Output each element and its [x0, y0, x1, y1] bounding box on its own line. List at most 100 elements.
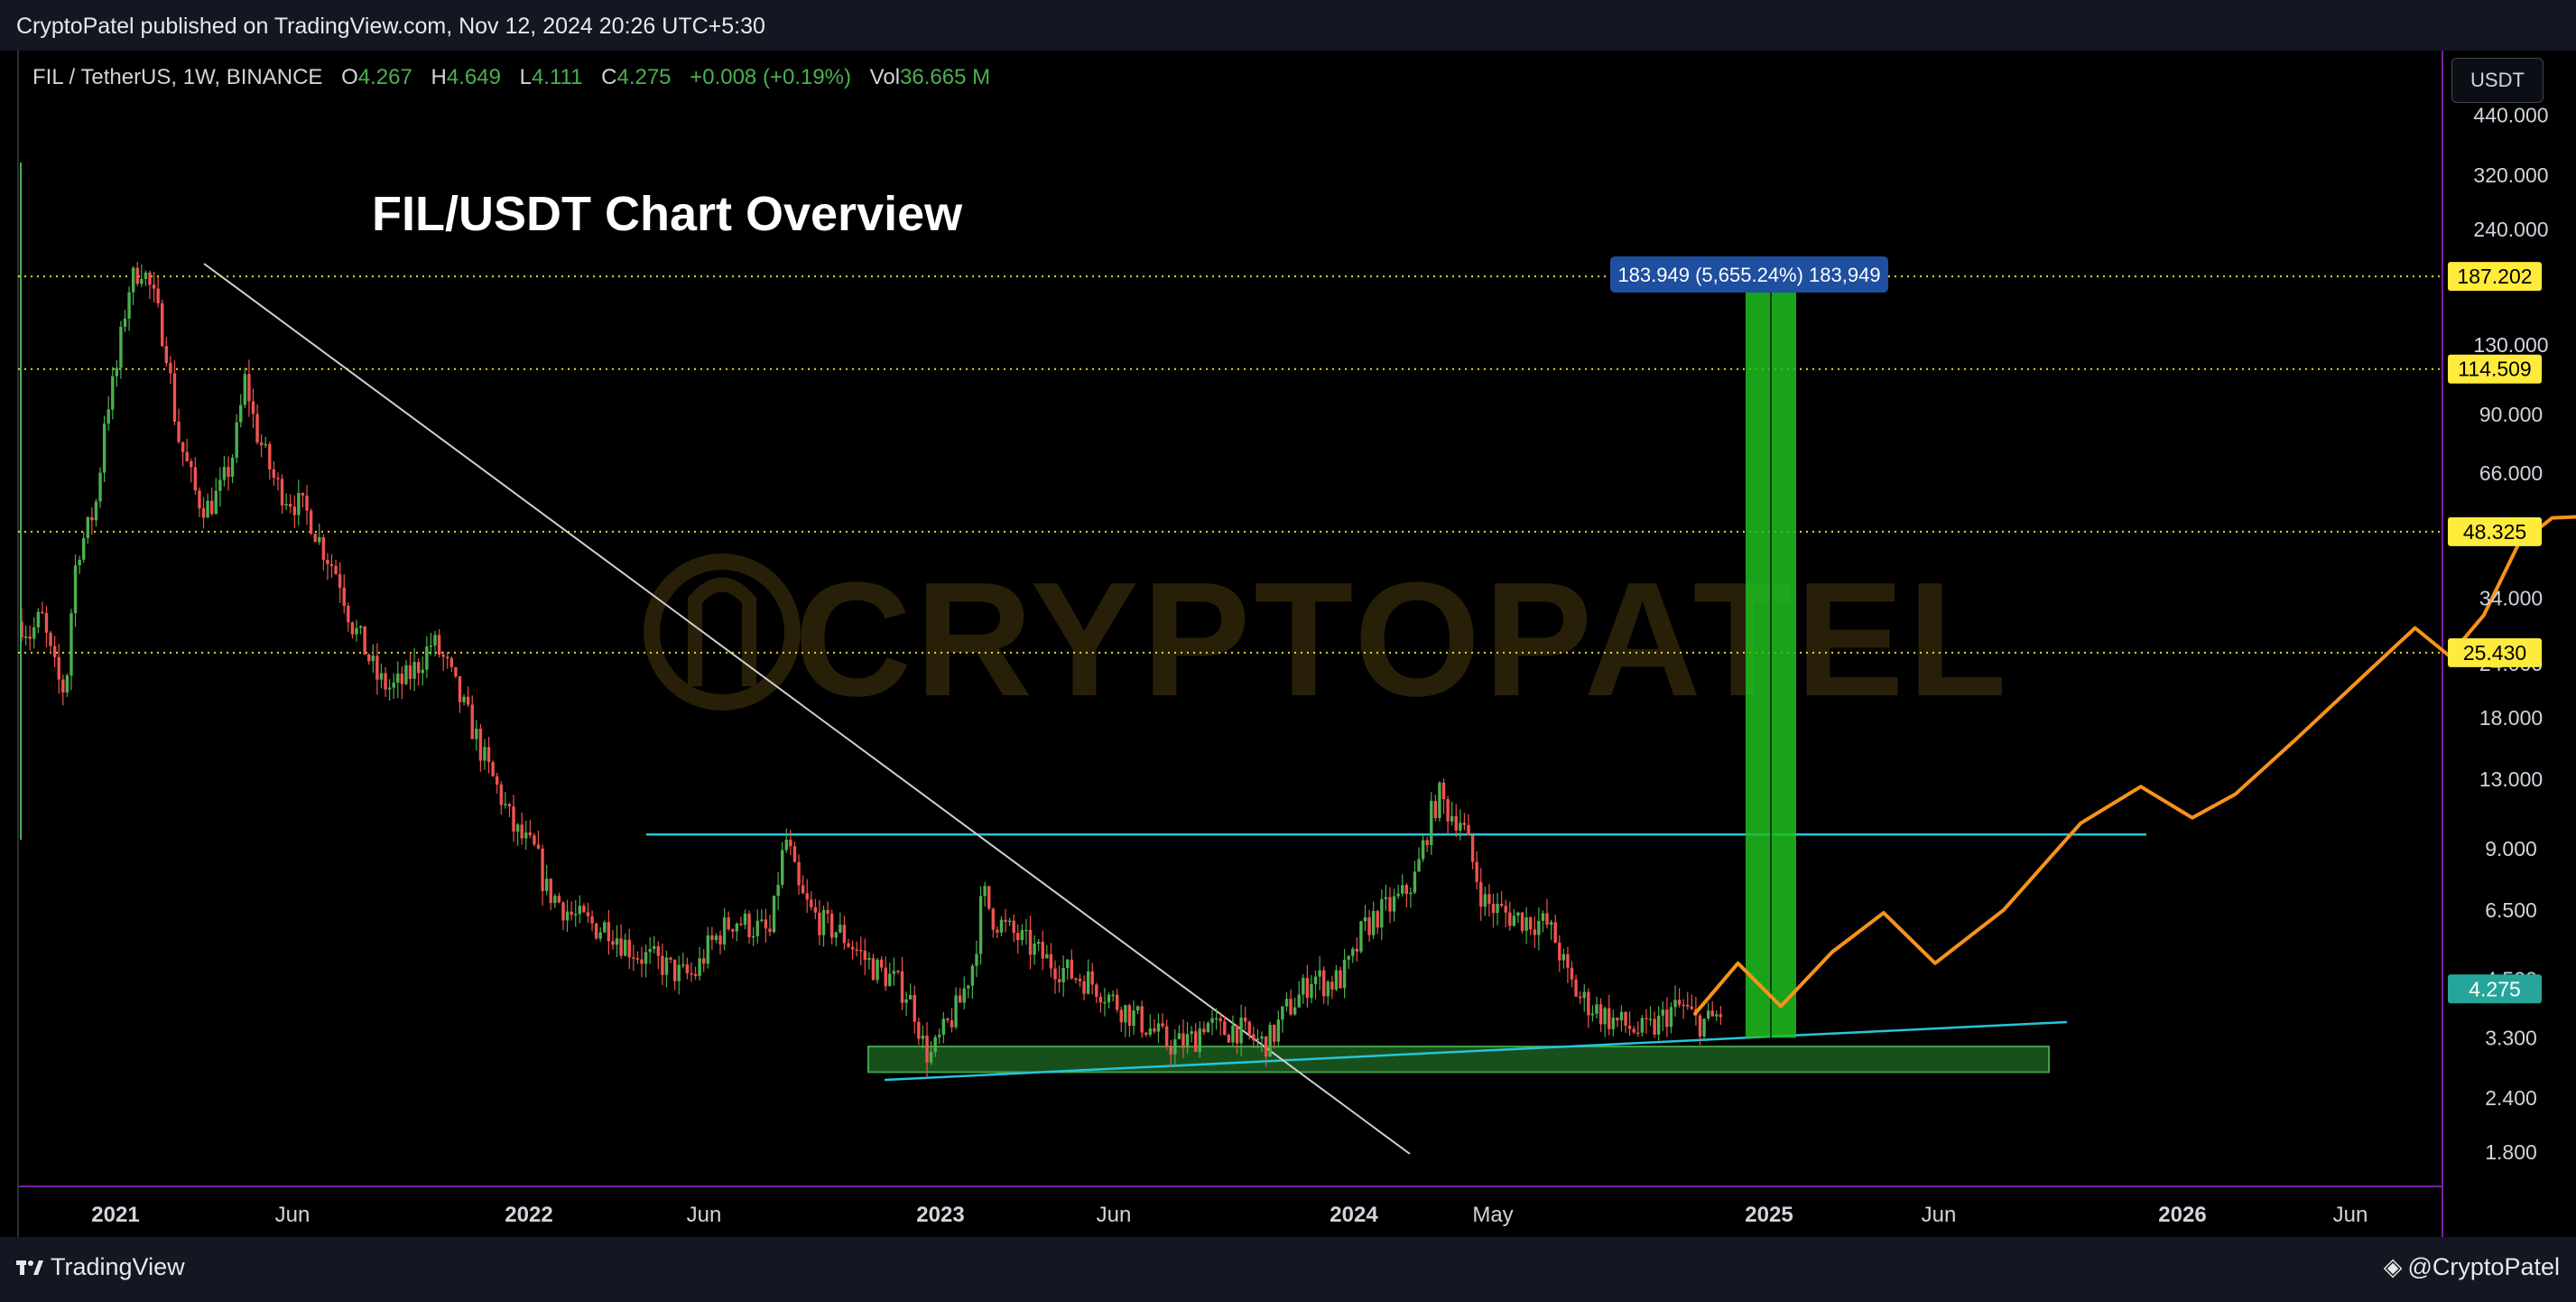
candle-body — [318, 537, 321, 543]
candle-body — [1702, 1018, 1706, 1037]
candle-body — [412, 662, 416, 679]
candle-body — [656, 945, 661, 956]
candle-body — [384, 673, 387, 690]
candle-body — [119, 326, 123, 368]
candle-body — [1305, 978, 1310, 999]
candle-body — [1636, 1032, 1640, 1035]
candle-body — [710, 935, 714, 940]
candle-body — [44, 612, 49, 633]
footer-bar — [0, 1237, 2576, 1302]
candle-body — [834, 932, 838, 938]
candle-body — [1231, 1025, 1235, 1043]
candle-body — [958, 995, 962, 1003]
candle-body — [243, 374, 247, 405]
candle-body — [1450, 815, 1454, 822]
candle-body — [970, 965, 975, 986]
candle-body — [1359, 921, 1363, 952]
candle-body — [61, 679, 65, 693]
candle-body — [276, 478, 280, 479]
candle-body — [747, 913, 751, 937]
candle-body — [1264, 1036, 1268, 1057]
candle-body — [896, 971, 900, 972]
x-tick-label: Jun — [1097, 1203, 1132, 1227]
chart-area[interactable] — [18, 51, 2442, 1186]
low-value: 4.111 — [531, 65, 583, 89]
candle-body — [1045, 953, 1049, 959]
candle-body — [90, 516, 94, 521]
candle-body — [933, 1037, 937, 1052]
candle-body — [334, 565, 338, 574]
candle-body — [347, 605, 350, 623]
candle-body — [82, 537, 86, 560]
candle-body — [1355, 948, 1359, 952]
candle-body — [1640, 1018, 1645, 1033]
candle-body — [1553, 922, 1557, 944]
candle-body — [1384, 897, 1388, 899]
candle-body — [1016, 933, 1020, 941]
candle-body — [169, 362, 172, 374]
candle-body — [1173, 1039, 1177, 1055]
candle-body — [1116, 994, 1119, 1010]
candle-body — [1499, 904, 1504, 907]
candle-body — [486, 747, 491, 762]
candle-body — [829, 913, 834, 938]
candle-body — [164, 346, 168, 363]
candle-body — [1322, 970, 1326, 997]
candle-body — [504, 804, 507, 805]
candle-body — [996, 929, 999, 933]
candle-body — [1719, 1014, 1723, 1018]
candle-body — [1561, 953, 1566, 961]
candle-body — [392, 683, 395, 688]
candle-body — [653, 945, 656, 950]
candle-body — [32, 627, 36, 639]
candle-body — [1281, 1006, 1284, 1020]
author-handle[interactable]: ◈ @CryptoPatel — [2384, 1253, 2560, 1281]
candle-body — [975, 953, 978, 966]
candle-body — [1380, 898, 1384, 928]
candle-body — [1049, 953, 1053, 969]
candle-body — [1256, 1038, 1260, 1041]
high-label: H — [431, 65, 447, 89]
candle-body — [954, 995, 958, 1028]
candle-body — [425, 646, 429, 670]
candle-body — [1334, 970, 1339, 990]
x-tick-label: 2021 — [91, 1203, 139, 1227]
candle-body — [214, 490, 218, 515]
candle-body — [1491, 903, 1496, 914]
candle-body — [140, 279, 144, 284]
candle-body — [661, 955, 664, 975]
candle-body — [1247, 1021, 1251, 1035]
candle-body — [148, 272, 152, 285]
x-tick-label: Jun — [275, 1203, 310, 1227]
candle-body — [1119, 1009, 1123, 1023]
candle-body — [528, 832, 533, 836]
x-tick-label: May — [1472, 1203, 1513, 1227]
candle-body — [437, 635, 441, 656]
candle-body — [1516, 912, 1520, 916]
candle-body — [607, 922, 611, 942]
candle-body — [49, 632, 52, 646]
candle-body — [1376, 911, 1379, 928]
candle-body — [483, 747, 486, 761]
candle-body — [102, 423, 107, 473]
candle-body — [1367, 916, 1371, 935]
candle-body — [235, 422, 238, 458]
candle-body — [458, 676, 462, 702]
candle-body — [491, 761, 495, 777]
symbol-name[interactable]: FIL / TetherUS, 1W, BINANCE — [32, 65, 323, 89]
candle-body — [1190, 1031, 1193, 1035]
candle-body — [1185, 1034, 1190, 1048]
currency-button[interactable]: USDT — [2451, 58, 2544, 103]
candle-body — [991, 908, 995, 930]
candle-body — [1627, 1025, 1632, 1029]
candle-body — [821, 909, 826, 935]
candle-body — [586, 912, 590, 916]
tradingview-logo[interactable]: TradingView — [16, 1253, 185, 1281]
candle-body — [967, 985, 970, 989]
candle-body — [358, 626, 363, 628]
y-tick-label: 130.000 — [2473, 333, 2548, 357]
level-label-box — [2448, 637, 2542, 667]
candle-body — [524, 832, 528, 839]
candle-body — [727, 917, 730, 930]
